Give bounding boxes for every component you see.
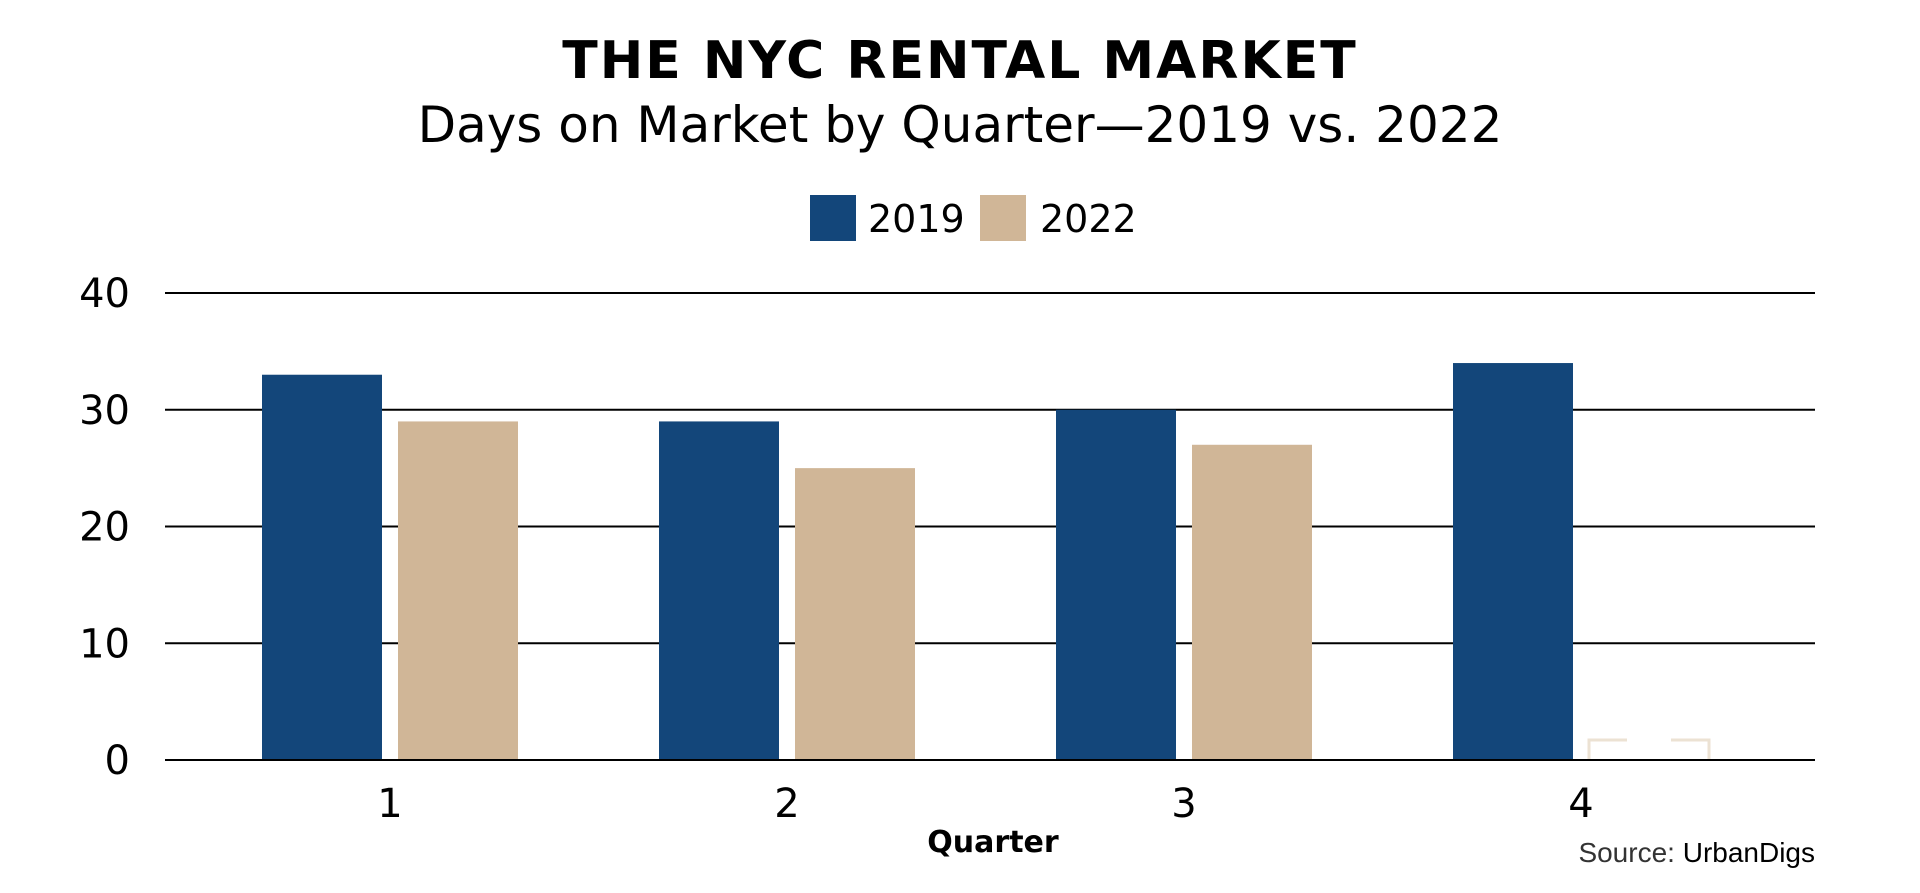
bars [165,363,1815,761]
chart-title: THE NYC RENTAL MARKET [562,31,1358,91]
x-axis-tick-labels: 1 2 3 4 [377,781,1593,827]
chart-subtitle: Days on Market by Quarter—2019 vs. 2022 [418,96,1503,154]
legend-swatch-2019 [810,195,856,241]
y-tick-label-0: 0 [105,738,130,784]
y-tick-label-10: 10 [79,621,130,667]
bar-q2-2019 [659,421,779,760]
x-tick-label-2: 2 [774,781,799,827]
y-tick-label-30: 30 [79,388,130,434]
bar-q4-2019 [1453,363,1573,760]
legend-swatch-2022 [980,195,1026,241]
y-tick-label-40: 40 [79,271,130,317]
bar-q3-2019 [1056,409,1176,760]
x-tick-label-3: 3 [1171,781,1196,827]
bar-q1-2019 [262,374,382,760]
y-tick-label-20: 20 [79,505,130,551]
source-note: Source: UrbanDigs [1578,837,1815,868]
source-prefix: Source: [1578,837,1682,868]
legend-label-2019: 2019 [868,197,965,241]
bar-q2-2022 [795,468,915,760]
y-axis-tick-labels: 0 10 20 30 40 [79,271,130,784]
legend-label-2022: 2022 [1040,197,1137,241]
bar-q1-2022 [398,421,518,760]
legend: 2019 2022 [810,195,1137,241]
source-name: UrbanDigs [1683,837,1815,868]
x-tick-label-4: 4 [1568,781,1593,827]
x-tick-label-1: 1 [377,781,402,827]
x-axis-label: Quarter [927,825,1059,860]
bar-q3-2022 [1192,444,1312,760]
bar-q4-2022-empty [1587,738,1711,760]
